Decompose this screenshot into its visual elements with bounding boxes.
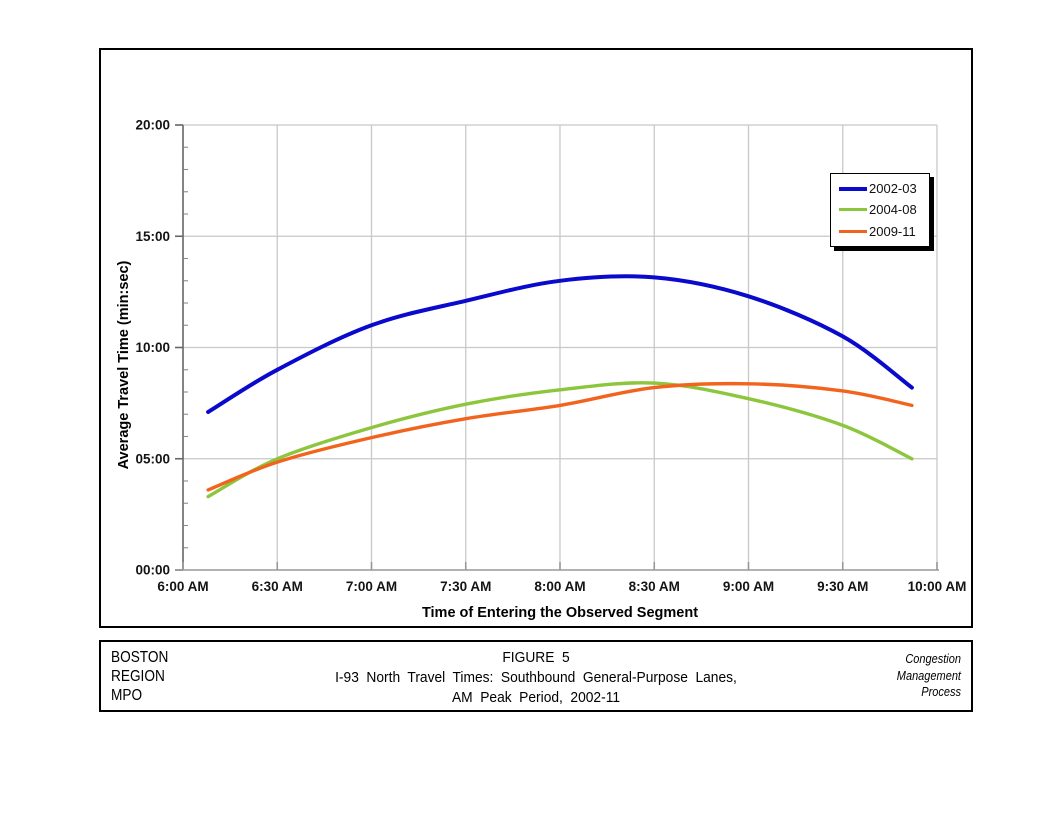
y-tick-label: 10:00 <box>135 340 170 355</box>
legend-label: 2009-11 <box>869 223 916 239</box>
series-line-2004-08 <box>206 381 914 499</box>
figure-title-line-2: AM Peak Period, 2002-11 <box>451 689 621 706</box>
x-tick-label: 6:00 AM <box>157 579 208 594</box>
x-tick-label: 9:00 AM <box>723 579 774 594</box>
legend-item-2002-03: 2002-03 <box>839 181 923 196</box>
x-tick-label: 8:30 AM <box>629 579 680 594</box>
figure-title-block: FIGURE 5 I-93 North Travel Times: Southb… <box>301 642 771 710</box>
y-tick-label: 20:00 <box>135 118 170 133</box>
program-name-block: Congestion Management Process <box>771 642 971 710</box>
program-line: Congestion <box>905 652 961 666</box>
x-axis-title: Time of Entering the Observed Segment <box>422 605 698 621</box>
y-axis-title: Average Travel Time (min:sec) <box>116 260 132 469</box>
x-tick-label: 7:30 AM <box>440 579 491 594</box>
org-line: BOSTON <box>111 649 169 666</box>
legend-label: 2004-08 <box>869 202 917 218</box>
series-line-2009-11 <box>206 381 914 492</box>
series-line-2002-03 <box>206 274 914 414</box>
org-line: REGION <box>111 668 165 685</box>
travel-time-line-chart: 00:00 05:00 10:00 15:00 20:00 6:00 AM 6:30 AM 7… <box>116 118 967 622</box>
legend-item-2009-11: 2009-11 <box>839 224 923 239</box>
legend-label: 2002-03 <box>869 181 917 197</box>
program-line: Management <box>896 668 961 683</box>
legend-item-2004-08: 2004-08 <box>839 202 923 217</box>
y-tick-label: 05:00 <box>135 451 170 466</box>
legend-line-swatch <box>839 229 867 233</box>
chart-figure: 00:00 05:00 10:00 15:00 20:00 6:00 AM 6:30 AM 7… <box>99 48 973 628</box>
x-tick-label: 8:00 AM <box>534 579 585 594</box>
caption-bar: BOSTON REGION MPO FIGURE 5 I-93 North Tr… <box>99 640 973 712</box>
figure-number: FIGURE 5 <box>502 649 570 666</box>
x-tick-label: 6:30 AM <box>252 579 303 594</box>
figure-title-line-1: I-93 North Travel Times: Southbound Gene… <box>335 669 737 686</box>
y-tick-label: 00:00 <box>135 563 170 578</box>
legend-line-swatch <box>839 208 867 212</box>
program-line: Process <box>921 685 961 699</box>
x-tick-label: 9:30 AM <box>817 579 868 594</box>
y-tick-label: 15:00 <box>135 229 170 244</box>
org-name-block: BOSTON REGION MPO <box>101 642 301 710</box>
x-tick-label: 10:00 AM <box>908 579 967 594</box>
legend-line-swatch <box>839 186 867 191</box>
org-line: MPO <box>111 687 143 704</box>
x-tick-label: 7:00 AM <box>346 579 397 594</box>
chart-legend: 2002-03 2004-08 2009-11 <box>830 173 930 247</box>
